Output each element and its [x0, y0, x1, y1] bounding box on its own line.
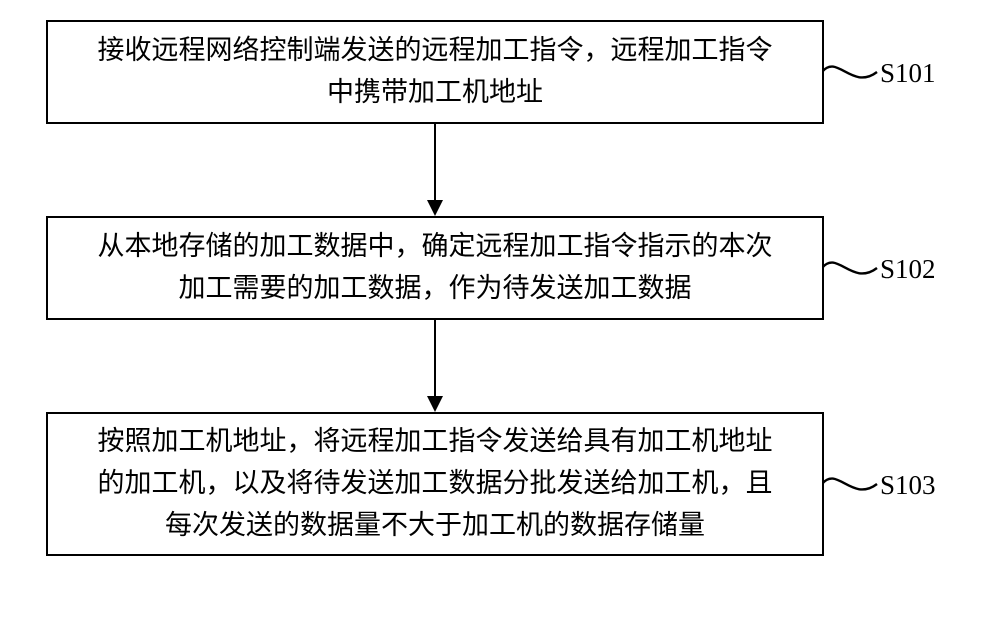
connector-curve-s102	[822, 243, 882, 293]
flow-node-s103-text: 按照加工机地址，将远程加工指令发送给具有加工机地址 的加工机，以及将待发送加工数…	[98, 421, 773, 547]
connector-curve-s101	[822, 47, 882, 97]
arrow-n2-n3	[420, 320, 450, 414]
step-label-s102: S102	[880, 254, 936, 285]
step-label-s101: S101	[880, 58, 936, 89]
flowchart-canvas: 接收远程网络控制端发送的远程加工指令，远程加工指令 中携带加工机地址 从本地存储…	[0, 0, 1000, 628]
step-label-s103: S103	[880, 470, 936, 501]
flow-node-s101: 接收远程网络控制端发送的远程加工指令，远程加工指令 中携带加工机地址	[46, 20, 824, 124]
connector-curve-s103	[822, 459, 882, 509]
arrow-n1-n2	[420, 124, 450, 218]
flow-node-s102-text: 从本地存储的加工数据中，确定远程加工指令指示的本次 加工需要的加工数据，作为待发…	[98, 226, 773, 310]
flow-node-s101-text: 接收远程网络控制端发送的远程加工指令，远程加工指令 中携带加工机地址	[98, 30, 773, 114]
flow-node-s103: 按照加工机地址，将远程加工指令发送给具有加工机地址 的加工机，以及将待发送加工数…	[46, 412, 824, 556]
flow-node-s102: 从本地存储的加工数据中，确定远程加工指令指示的本次 加工需要的加工数据，作为待发…	[46, 216, 824, 320]
